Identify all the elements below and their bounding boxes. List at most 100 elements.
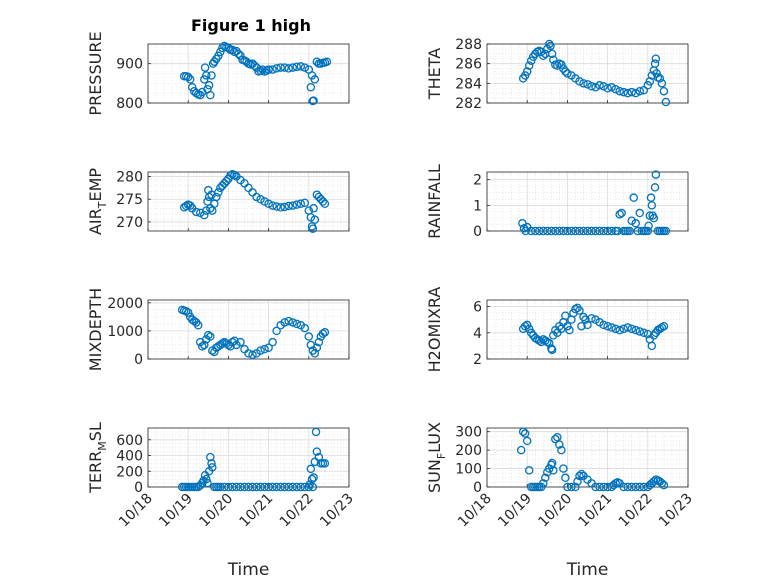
- panel-7-data-point: [276, 482, 285, 492]
- panel-6-data-point: [579, 312, 588, 322]
- panel-4-data-point: [649, 213, 659, 223]
- panel-6-data-point: [623, 323, 632, 332]
- panel-7-xtick-label: 10/22: [277, 491, 317, 531]
- panel-2-axes-box: [486, 43, 689, 104]
- panel-2-data-point: [563, 69, 572, 78]
- panel-4-data-point: [661, 226, 671, 236]
- panel-4-data-point: [583, 226, 592, 236]
- panel-1-data-point: [264, 65, 273, 74]
- panel-5-data-point: [181, 306, 191, 316]
- panel-2-data-point: [575, 77, 584, 86]
- panel-2-data-point: [599, 82, 608, 91]
- panel-7-data-point: [256, 482, 265, 492]
- panel-8-data-point: [551, 434, 560, 444]
- panel-7-xlabel: Time: [227, 560, 270, 580]
- panel-8-data-point: [522, 436, 532, 446]
- panel-7-data-point: [288, 482, 297, 492]
- panel-5-data-point: [310, 349, 320, 358]
- panel-7-data-point: [296, 482, 306, 492]
- panel-5-axes-box: [147, 299, 350, 360]
- panel-7-data-point: [306, 464, 316, 474]
- panel-5-data-point: [272, 326, 281, 336]
- panel-1-data-point: [272, 64, 281, 73]
- panel-7-xtick-label: 10/19: [156, 491, 196, 531]
- panel-1-data-point: [206, 90, 215, 100]
- panel-4-data-point: [635, 208, 645, 218]
- panel-2-data-point: [561, 67, 570, 76]
- panel-6-data-point: [607, 323, 616, 332]
- panel-2-data-point: [650, 59, 660, 68]
- panel-5-data-point: [183, 308, 193, 317]
- panel-2-data-point: [522, 67, 532, 76]
- panel-1-data-point: [322, 57, 332, 66]
- panel-8-xtick-label: 10/23: [656, 491, 696, 531]
- panel-1-data-point: [250, 61, 259, 70]
- panel-2-ytick-label: 286: [455, 57, 482, 73]
- panel-5-data-point: [284, 316, 293, 326]
- panel-5-data-point: [300, 323, 310, 333]
- panel-2-data-point: [607, 83, 616, 92]
- panel-7-data-point: [203, 478, 212, 488]
- panel-5-data-point: [230, 336, 239, 345]
- panel-3-data-point: [308, 224, 318, 233]
- panel-7-data-point: [280, 482, 289, 492]
- panel-4-data-point: [651, 170, 661, 179]
- panel-6-data-point: [649, 331, 659, 340]
- panel-2-data-point: [591, 83, 600, 92]
- panel-8-xtick-label: 10/18: [455, 491, 495, 531]
- panel-1-data-point: [218, 43, 227, 53]
- panel-6-data-point: [543, 337, 552, 347]
- panel-8-ytick-label: 0: [473, 480, 482, 496]
- panel-5-data-point: [248, 350, 257, 360]
- panel-5-data-point: [268, 337, 277, 347]
- panel-6-data-point: [643, 329, 653, 339]
- panel-2-ytick-label: 282: [455, 96, 482, 112]
- panel-5-data-point: [288, 318, 297, 327]
- panel-4-data-point: [563, 226, 572, 236]
- panel-2-data-point: [524, 61, 534, 70]
- panel-8-data-point: [619, 482, 628, 492]
- panel-3-data-point: [280, 202, 289, 212]
- panel-8-ytick-label: 100: [455, 462, 482, 478]
- panel-4-data-point: [617, 208, 626, 218]
- panel-6-data-point: [577, 321, 586, 331]
- panel-4-data-point: [521, 226, 530, 236]
- panel-2-data-point: [546, 41, 555, 51]
- panel-8-ytick-label: 300: [455, 425, 482, 441]
- panel-6-data-point: [535, 336, 544, 345]
- panel-7-data-point: [320, 459, 330, 468]
- panel-2-data-point: [635, 86, 645, 96]
- panel-4-data-point: [551, 226, 560, 236]
- panel-5-data-point: [198, 342, 207, 351]
- panel-1-data-point: [185, 75, 195, 84]
- panel-2-data-point: [549, 55, 558, 64]
- panel-4-ytick-label: 2: [473, 173, 482, 189]
- panel-1-data-point: [204, 81, 214, 90]
- panel-1-data-point: [228, 45, 237, 55]
- panel-3-ylabel: AIRTEMP: [86, 168, 109, 235]
- panel-8-ytick-label: 200: [455, 443, 482, 459]
- panel-7-data-point: [292, 482, 301, 492]
- panel-7-xtick-label: 10/20: [196, 491, 236, 531]
- panel-5-data-point: [193, 321, 203, 330]
- panel-3-plot-area: [148, 172, 349, 231]
- panel-6-ytick-label: 2: [473, 352, 482, 368]
- panel-8-data-point: [657, 479, 667, 488]
- panel-2-data-point: [611, 84, 620, 94]
- panel-3-data-point: [288, 201, 297, 210]
- panel-6-data-point: [561, 311, 570, 320]
- panel-4-data-point: [613, 226, 622, 236]
- panel-3-data-point: [300, 198, 310, 208]
- panel-5-data-point: [280, 318, 289, 327]
- panel-1-data-point: [292, 62, 301, 72]
- panel-3-ytick-label: 270: [116, 215, 143, 231]
- panel-4-data-point: [535, 226, 544, 236]
- panel-1-data-point: [312, 57, 322, 66]
- panel-2-data-point: [655, 74, 665, 83]
- panel-4-data-point: [647, 201, 657, 210]
- figure-title: Figure 1 high: [191, 16, 311, 35]
- panel-2-data-point: [623, 88, 632, 98]
- panel-3-data-point: [309, 204, 318, 213]
- panel-1-data-point: [258, 65, 267, 74]
